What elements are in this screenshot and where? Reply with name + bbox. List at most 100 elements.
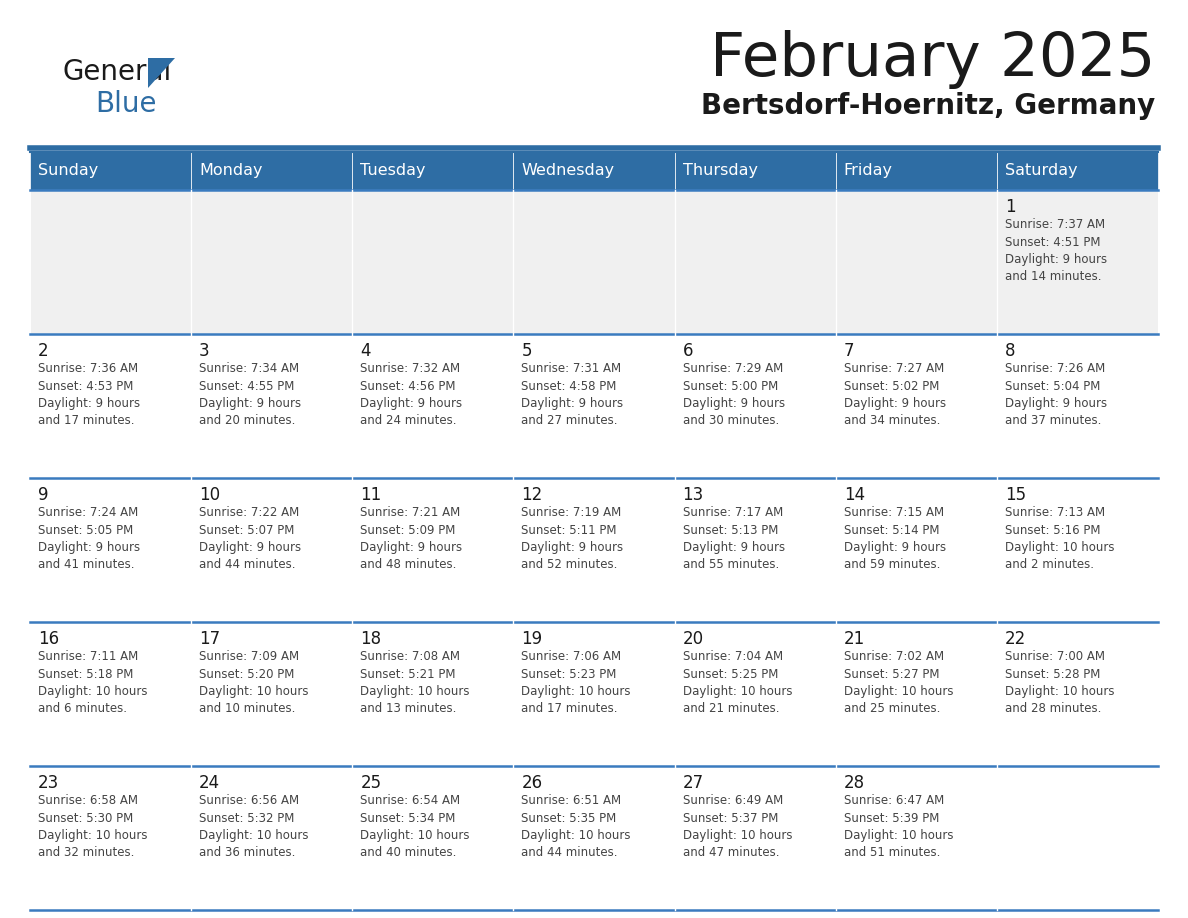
Text: Sunrise: 7:11 AM
Sunset: 5:18 PM
Daylight: 10 hours
and 6 minutes.: Sunrise: 7:11 AM Sunset: 5:18 PM Dayligh… [38,650,147,715]
Text: 25: 25 [360,774,381,792]
Text: 17: 17 [200,630,220,648]
Text: Sunrise: 7:02 AM
Sunset: 5:27 PM
Daylight: 10 hours
and 25 minutes.: Sunrise: 7:02 AM Sunset: 5:27 PM Dayligh… [843,650,953,715]
Text: 19: 19 [522,630,543,648]
Text: 3: 3 [200,342,210,360]
Text: Sunrise: 7:27 AM
Sunset: 5:02 PM
Daylight: 9 hours
and 34 minutes.: Sunrise: 7:27 AM Sunset: 5:02 PM Dayligh… [843,362,946,428]
Text: 24: 24 [200,774,220,792]
Text: 4: 4 [360,342,371,360]
Bar [30,152,191,190]
Text: Sunrise: 7:13 AM
Sunset: 5:16 PM
Daylight: 10 hours
and 2 minutes.: Sunrise: 7:13 AM Sunset: 5:16 PM Dayligh… [1005,506,1114,572]
Text: Sunrise: 7:29 AM
Sunset: 5:00 PM
Daylight: 9 hours
and 30 minutes.: Sunrise: 7:29 AM Sunset: 5:00 PM Dayligh… [683,362,785,428]
Bar [30,478,191,622]
Text: 8: 8 [1005,342,1016,360]
Bar [191,622,353,766]
Bar [675,766,835,910]
Bar [513,190,675,334]
Bar [675,478,835,622]
Bar [835,622,997,766]
Bar [997,766,1158,910]
Text: Sunrise: 7:09 AM
Sunset: 5:20 PM
Daylight: 10 hours
and 10 minutes.: Sunrise: 7:09 AM Sunset: 5:20 PM Dayligh… [200,650,309,715]
Text: 16: 16 [38,630,59,648]
Bar [513,766,675,910]
Text: 6: 6 [683,342,693,360]
Text: Sunrise: 7:00 AM
Sunset: 5:28 PM
Daylight: 10 hours
and 28 minutes.: Sunrise: 7:00 AM Sunset: 5:28 PM Dayligh… [1005,650,1114,715]
Text: Sunrise: 7:08 AM
Sunset: 5:21 PM
Daylight: 10 hours
and 13 minutes.: Sunrise: 7:08 AM Sunset: 5:21 PM Dayligh… [360,650,469,715]
Text: February 2025: February 2025 [709,30,1155,89]
Bar [353,622,513,766]
Text: Sunrise: 6:49 AM
Sunset: 5:37 PM
Daylight: 10 hours
and 47 minutes.: Sunrise: 6:49 AM Sunset: 5:37 PM Dayligh… [683,794,792,859]
Text: 13: 13 [683,486,703,504]
Bar [675,152,835,190]
Bar [353,152,513,190]
Text: Sunrise: 6:56 AM
Sunset: 5:32 PM
Daylight: 10 hours
and 36 minutes.: Sunrise: 6:56 AM Sunset: 5:32 PM Dayligh… [200,794,309,859]
Text: 26: 26 [522,774,543,792]
Bar [675,622,835,766]
Bar [191,766,353,910]
Bar [30,334,191,478]
Bar [513,622,675,766]
Text: 27: 27 [683,774,703,792]
Text: Sunrise: 7:36 AM
Sunset: 4:53 PM
Daylight: 9 hours
and 17 minutes.: Sunrise: 7:36 AM Sunset: 4:53 PM Dayligh… [38,362,140,428]
Text: Blue: Blue [95,90,157,118]
Text: 28: 28 [843,774,865,792]
Bar [997,334,1158,478]
Text: Sunrise: 7:21 AM
Sunset: 5:09 PM
Daylight: 9 hours
and 48 minutes.: Sunrise: 7:21 AM Sunset: 5:09 PM Dayligh… [360,506,462,572]
Text: 23: 23 [38,774,59,792]
Text: Sunrise: 7:34 AM
Sunset: 4:55 PM
Daylight: 9 hours
and 20 minutes.: Sunrise: 7:34 AM Sunset: 4:55 PM Dayligh… [200,362,302,428]
Bar [835,152,997,190]
Bar [513,334,675,478]
Text: 15: 15 [1005,486,1026,504]
Text: Sunrise: 6:51 AM
Sunset: 5:35 PM
Daylight: 10 hours
and 44 minutes.: Sunrise: 6:51 AM Sunset: 5:35 PM Dayligh… [522,794,631,859]
Text: 5: 5 [522,342,532,360]
Text: 21: 21 [843,630,865,648]
Bar [30,190,191,334]
Text: Sunrise: 7:26 AM
Sunset: 5:04 PM
Daylight: 9 hours
and 37 minutes.: Sunrise: 7:26 AM Sunset: 5:04 PM Dayligh… [1005,362,1107,428]
Bar [675,334,835,478]
Text: Tuesday: Tuesday [360,163,425,178]
Bar [997,152,1158,190]
Bar [353,334,513,478]
Bar [30,766,191,910]
Text: 7: 7 [843,342,854,360]
Text: General: General [62,58,171,86]
Text: Friday: Friday [843,163,892,178]
Text: Sunrise: 7:19 AM
Sunset: 5:11 PM
Daylight: 9 hours
and 52 minutes.: Sunrise: 7:19 AM Sunset: 5:11 PM Dayligh… [522,506,624,572]
Text: 10: 10 [200,486,220,504]
Text: Sunrise: 7:37 AM
Sunset: 4:51 PM
Daylight: 9 hours
and 14 minutes.: Sunrise: 7:37 AM Sunset: 4:51 PM Dayligh… [1005,218,1107,284]
Bar [353,190,513,334]
Bar [675,190,835,334]
Text: Sunrise: 7:24 AM
Sunset: 5:05 PM
Daylight: 9 hours
and 41 minutes.: Sunrise: 7:24 AM Sunset: 5:05 PM Dayligh… [38,506,140,572]
Text: 20: 20 [683,630,703,648]
Text: Sunrise: 7:04 AM
Sunset: 5:25 PM
Daylight: 10 hours
and 21 minutes.: Sunrise: 7:04 AM Sunset: 5:25 PM Dayligh… [683,650,792,715]
Text: 22: 22 [1005,630,1026,648]
Text: 12: 12 [522,486,543,504]
Bar [191,152,353,190]
Bar [513,152,675,190]
Text: Sunrise: 7:17 AM
Sunset: 5:13 PM
Daylight: 9 hours
and 55 minutes.: Sunrise: 7:17 AM Sunset: 5:13 PM Dayligh… [683,506,785,572]
Bar [513,478,675,622]
Text: 14: 14 [843,486,865,504]
Text: Bertsdorf-Hoernitz, Germany: Bertsdorf-Hoernitz, Germany [701,92,1155,120]
Bar [30,622,191,766]
Bar [353,766,513,910]
Text: Saturday: Saturday [1005,163,1078,178]
Bar [997,478,1158,622]
Text: Sunrise: 6:54 AM
Sunset: 5:34 PM
Daylight: 10 hours
and 40 minutes.: Sunrise: 6:54 AM Sunset: 5:34 PM Dayligh… [360,794,469,859]
Bar [353,478,513,622]
Text: 11: 11 [360,486,381,504]
Bar [997,622,1158,766]
Text: Monday: Monday [200,163,263,178]
Text: Sunrise: 7:31 AM
Sunset: 4:58 PM
Daylight: 9 hours
and 27 minutes.: Sunrise: 7:31 AM Sunset: 4:58 PM Dayligh… [522,362,624,428]
Bar [191,478,353,622]
Text: Sunday: Sunday [38,163,99,178]
Text: 18: 18 [360,630,381,648]
Polygon shape [148,58,175,88]
Text: Wednesday: Wednesday [522,163,614,178]
Bar [997,190,1158,334]
Text: Sunrise: 6:47 AM
Sunset: 5:39 PM
Daylight: 10 hours
and 51 minutes.: Sunrise: 6:47 AM Sunset: 5:39 PM Dayligh… [843,794,953,859]
Bar [835,478,997,622]
Text: 2: 2 [38,342,49,360]
Text: Sunrise: 7:15 AM
Sunset: 5:14 PM
Daylight: 9 hours
and 59 minutes.: Sunrise: 7:15 AM Sunset: 5:14 PM Dayligh… [843,506,946,572]
Bar [191,190,353,334]
Bar [835,190,997,334]
